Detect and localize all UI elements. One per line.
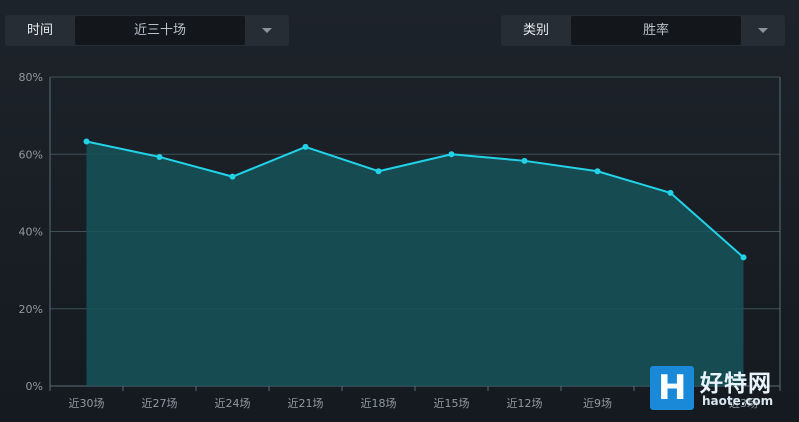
type-filter[interactable]: 类别 胜率 bbox=[501, 15, 785, 46]
x-tick-label: 近9场 bbox=[583, 396, 612, 410]
type-filter-label: 类别 bbox=[522, 23, 549, 38]
x-tick-label: 近27场 bbox=[142, 396, 178, 410]
chevron-down-icon bbox=[758, 28, 768, 33]
data-points bbox=[83, 138, 747, 261]
data-point[interactable] bbox=[302, 143, 309, 150]
logo-mark: H bbox=[650, 366, 694, 410]
time-filter-label: 时间 bbox=[26, 23, 53, 38]
data-point[interactable] bbox=[594, 168, 601, 175]
chevron-down-icon bbox=[262, 28, 272, 33]
y-tick-label: 40% bbox=[19, 226, 43, 239]
y-axis-ticks: 0% 20% 40% 60% 80% bbox=[19, 71, 43, 393]
data-point[interactable] bbox=[156, 153, 163, 160]
data-point[interactable] bbox=[83, 138, 90, 145]
data-point[interactable] bbox=[667, 189, 674, 196]
watermark-text: 好特网 bbox=[700, 371, 772, 397]
series-line bbox=[86, 140, 745, 259]
series-area bbox=[86, 141, 744, 386]
data-point[interactable] bbox=[448, 151, 455, 158]
data-point[interactable] bbox=[740, 254, 747, 261]
data-point[interactable] bbox=[229, 173, 236, 180]
y-tick-label: 20% bbox=[19, 303, 43, 316]
x-tick-label: 近24场 bbox=[215, 396, 251, 410]
y-tick-label: 0% bbox=[26, 380, 43, 393]
data-point[interactable] bbox=[521, 157, 528, 164]
time-filter[interactable]: 时间 近三十场 bbox=[5, 15, 289, 46]
x-tick-label: 近3场 bbox=[729, 396, 758, 410]
data-point[interactable] bbox=[375, 168, 382, 175]
time-filter-value[interactable]: 近三十场 bbox=[75, 16, 245, 45]
watermark-url: haote.com bbox=[702, 394, 774, 408]
y-tick-label: 60% bbox=[19, 148, 43, 161]
type-filter-dropdown-button[interactable] bbox=[741, 15, 785, 46]
time-filter-dropdown-button[interactable] bbox=[245, 15, 289, 46]
x-tick-label: 近12场 bbox=[507, 396, 543, 410]
x-tick-label: 近30场 bbox=[69, 396, 105, 410]
y-tick-label: 80% bbox=[19, 71, 43, 84]
x-tick-label: 近15场 bbox=[434, 396, 470, 410]
watermark-logo: H 好特网 haote.com bbox=[648, 364, 794, 416]
type-filter-value[interactable]: 胜率 bbox=[571, 16, 741, 45]
x-tick-label: 近18场 bbox=[361, 396, 397, 410]
x-tick-label: 近21场 bbox=[288, 396, 324, 410]
